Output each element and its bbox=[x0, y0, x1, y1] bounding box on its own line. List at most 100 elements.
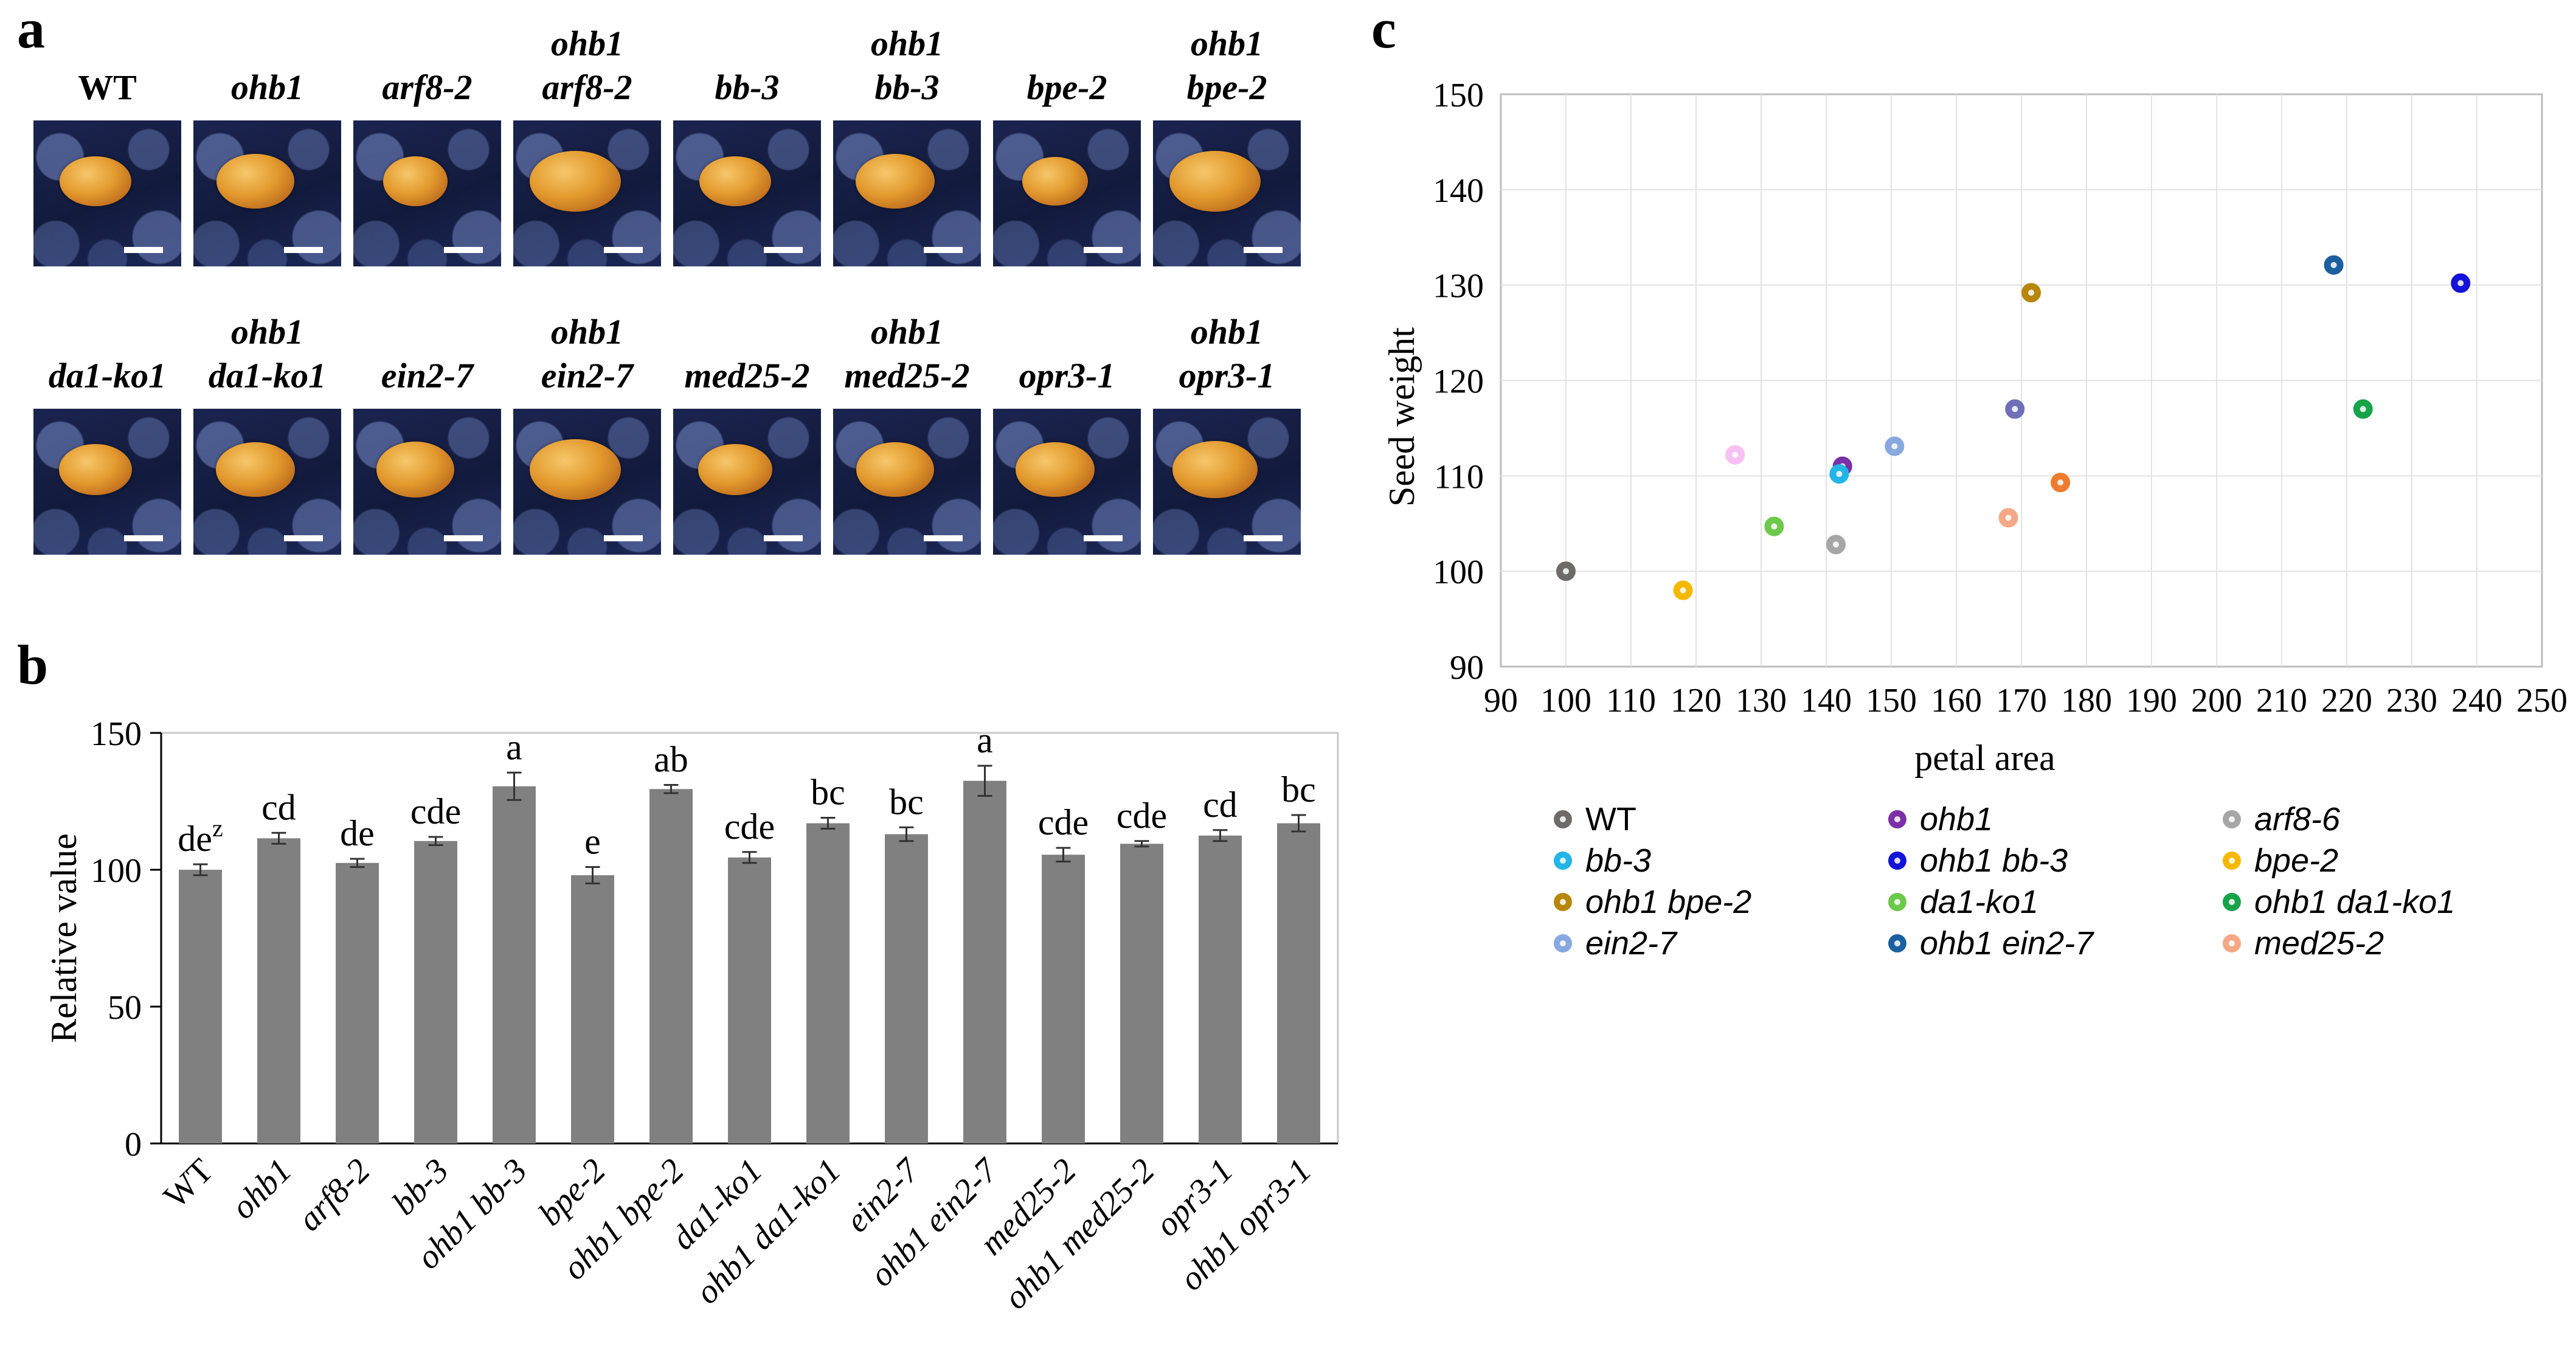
y-tick-label: 100 bbox=[1433, 553, 1484, 591]
significance-label: cde bbox=[1038, 802, 1089, 842]
seed-photo bbox=[513, 120, 661, 266]
significance-letters: cd bbox=[1203, 785, 1238, 825]
seed-photo bbox=[673, 409, 821, 555]
significance-letters: bc bbox=[1281, 769, 1316, 810]
bar bbox=[179, 870, 222, 1143]
significance-letters: cde bbox=[1117, 796, 1167, 836]
legend-label: WT bbox=[1585, 801, 1636, 838]
legend-item: da1-ko1 bbox=[1888, 883, 2038, 921]
x-tick-label: arf8-2 bbox=[291, 1151, 378, 1238]
panel-c-label: c bbox=[1371, 0, 1396, 60]
seed bbox=[699, 156, 771, 206]
x-tick-label: 240 bbox=[2451, 682, 2502, 720]
panel-b-label: b bbox=[17, 634, 49, 696]
legend-marker bbox=[1888, 810, 1906, 828]
seed bbox=[216, 154, 294, 209]
seed-photo bbox=[993, 409, 1141, 555]
y-tick-label: 110 bbox=[1434, 458, 1484, 496]
seed-photo bbox=[33, 120, 181, 266]
bar bbox=[257, 838, 300, 1143]
x-tick-label: 160 bbox=[1931, 682, 1982, 720]
y-axis-title: Relative value bbox=[44, 833, 84, 1043]
scatter-point-center bbox=[1833, 541, 1840, 548]
seed-label-line2: da1-ko1 bbox=[48, 356, 167, 395]
seed-label-line1: ohb1 bbox=[870, 312, 944, 352]
y-tick-label: 140 bbox=[1433, 172, 1484, 210]
seed-label-line1: ohb1 bbox=[1190, 24, 1264, 63]
legend-label: ohb1 bbox=[1920, 801, 1993, 838]
seed bbox=[1015, 442, 1095, 497]
seed-label-line2: WT bbox=[78, 68, 137, 107]
scatter-point-center bbox=[1732, 451, 1739, 458]
x-tick-label: 150 bbox=[1866, 682, 1917, 720]
x-tick-label: 140 bbox=[1801, 682, 1852, 720]
legend-label: med25-2 bbox=[2254, 925, 2384, 962]
bar bbox=[649, 789, 693, 1143]
seed-label-line1: ohb1 bbox=[550, 312, 624, 352]
bar bbox=[963, 780, 1006, 1143]
seed bbox=[1022, 157, 1088, 206]
legend-marker bbox=[2223, 892, 2241, 911]
x-tick-label: WT bbox=[156, 1151, 220, 1215]
legend-marker bbox=[1554, 810, 1572, 828]
legend-marker bbox=[2223, 934, 2241, 952]
legend-marker bbox=[1888, 892, 1906, 911]
scatter-point-center bbox=[2057, 479, 2064, 486]
seed bbox=[698, 444, 772, 495]
scale-bar bbox=[924, 535, 963, 541]
legend-label: bb-3 bbox=[1585, 842, 1652, 879]
x-tick-label: 250 bbox=[2516, 682, 2567, 720]
seed-photo bbox=[1153, 409, 1301, 555]
significance-label: cde bbox=[1117, 796, 1167, 836]
x-tick-label: 200 bbox=[2191, 682, 2242, 720]
x-tick-label: 110 bbox=[1606, 682, 1656, 720]
seed-label-line2: da1-ko1 bbox=[208, 356, 327, 395]
legend-item: bpe-2 bbox=[2223, 841, 2338, 880]
significance-label: dez bbox=[178, 814, 223, 859]
scale-bar bbox=[604, 247, 643, 253]
significance-label: bc bbox=[1281, 769, 1316, 810]
scatter-point-center bbox=[1891, 443, 1898, 449]
seed bbox=[215, 442, 295, 497]
y-tick-label: 150 bbox=[1433, 77, 1484, 114]
seed bbox=[383, 156, 448, 206]
seed-label-line2: opr3-1 bbox=[1179, 356, 1275, 395]
y-tick-label: 130 bbox=[1433, 268, 1484, 305]
seed-label-line2: bb-3 bbox=[715, 68, 780, 107]
scale-bar bbox=[124, 247, 163, 253]
seed-photo bbox=[353, 409, 501, 555]
seed bbox=[1169, 151, 1261, 212]
x-tick-label: 230 bbox=[2386, 682, 2437, 720]
bar bbox=[336, 862, 379, 1143]
x-tick-label: 120 bbox=[1671, 682, 1722, 720]
seed-label-line2: ein2-7 bbox=[541, 356, 634, 395]
seed-label-line2: opr3-1 bbox=[1019, 356, 1115, 395]
scatter-point-center bbox=[2005, 515, 2012, 521]
bar bbox=[1042, 855, 1085, 1143]
scatter-point-center bbox=[1680, 587, 1686, 594]
scale-bar bbox=[1244, 247, 1283, 253]
bar bbox=[728, 857, 771, 1143]
y-tick-label: 90 bbox=[1450, 649, 1484, 687]
bar bbox=[1277, 823, 1320, 1143]
legend-item: ein2-7 bbox=[1554, 924, 1677, 963]
significance-letters: cde bbox=[1038, 802, 1089, 842]
legend-item: ohb1 da1-ko1 bbox=[2223, 883, 2455, 921]
seed bbox=[856, 442, 934, 497]
legend-marker bbox=[1554, 892, 1572, 911]
legend-marker bbox=[1554, 934, 1572, 952]
significance-letters: cd bbox=[261, 787, 296, 827]
bar bbox=[885, 834, 928, 1143]
scale-bar bbox=[124, 535, 163, 541]
scatter-point-center bbox=[2360, 406, 2366, 412]
significance-label: de bbox=[340, 813, 375, 853]
relative-value-bar-chart: 0 50 100 150 Relative value dez WT cd ohb1 de arf8… bbox=[0, 633, 1356, 1356]
seed bbox=[855, 154, 935, 209]
seed-label-line2: arf8-2 bbox=[382, 68, 473, 107]
seed bbox=[529, 151, 621, 212]
y-tick-label: 120 bbox=[1433, 363, 1484, 401]
legend-label: ohb1 da1-ko1 bbox=[2254, 884, 2456, 920]
scatter-point-center bbox=[2330, 262, 2337, 268]
x-axis-title: petal area bbox=[1914, 738, 2055, 778]
legend-item: arf8-6 bbox=[2223, 800, 2340, 839]
